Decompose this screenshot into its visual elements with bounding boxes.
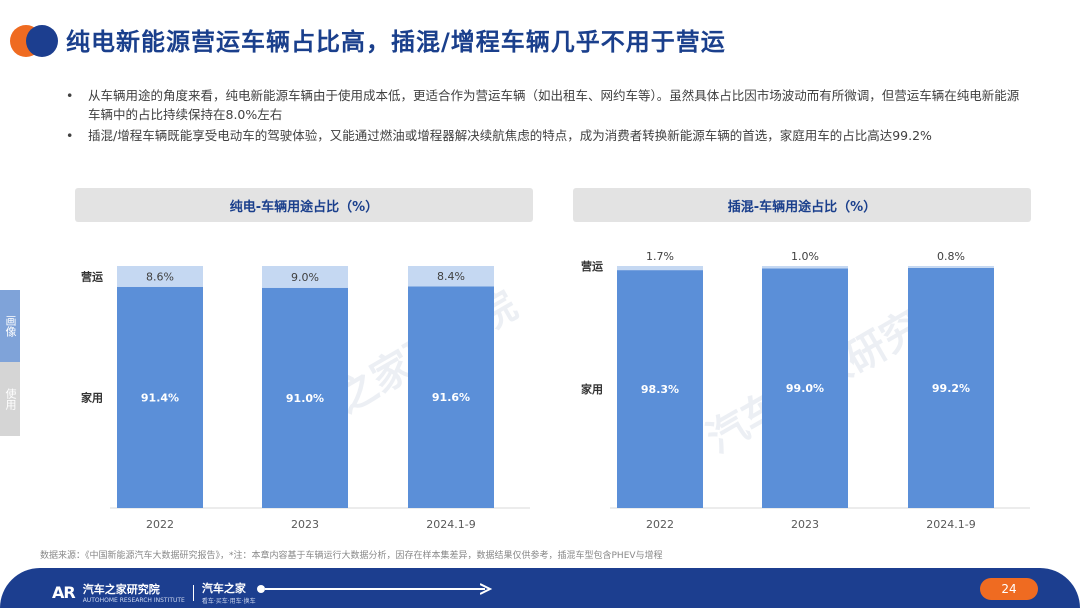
footer-brand-research-name: 汽车之家研究院 [82,583,160,596]
footer-brand-autohome-sub: 看车·买车·用车·换车 [201,598,256,605]
bar-commercial [762,266,848,269]
series-label-family: 家用 [81,390,103,404]
data-label-commercial: 8.4% [437,270,465,283]
series-label-family: 家用 [581,382,603,396]
bar-family [262,287,348,508]
chart-title-phev: 插混-车辆用途占比（%） [573,188,1031,222]
bev-usage-chart: 91.4% 8.6% 2022 91.0% 9.0% 2023 91.6% 8.4% 2024.… [81,266,530,531]
bar-family [408,286,494,508]
bullet-text: 从车辆用途的角度来看，纯电新能源车辆由于使用成本低，更适合作为营运车辆（如出租车… [88,88,1020,122]
footer-brand-research: 汽车之家研究院 AUTOHOME RESEARCH INSTITUTE [83,581,185,604]
footer-bar [0,568,1080,608]
footer-logo: AR 汽车之家研究院 AUTOHOME RESEARCH INSTITUTE 汽… [52,580,256,605]
series-label-commercial: 营运 [581,259,603,273]
side-tab-label: 画像 [4,315,17,337]
x-tick-label: 2022 [146,518,174,531]
data-label-family: 99.2% [932,382,970,395]
bar-family [617,270,703,508]
footer-brand-autohome-name: 汽车之家 [201,582,246,595]
data-label-commercial: 1.0% [791,250,819,263]
footer-brand-autohome: 汽车之家 看车·买车·用车·换车 [202,580,256,605]
side-tab-usage[interactable]: 使用 [0,362,20,436]
side-tab-profile[interactable]: 画像 [0,290,20,362]
data-label-family: 91.4% [141,391,179,404]
bullet-item: • 从车辆用途的角度来看，纯电新能源车辆由于使用成本低，更适合作为营运车辆（如出… [66,86,1026,124]
data-label-commercial: 9.0% [291,271,319,284]
x-tick-label: 2024.1-9 [926,518,975,531]
data-source-footnote: 数据来源：《中国新能源汽车大数据研究报告》，*注：本章内容基于车辆运行大数据分析… [40,551,663,561]
phev-usage-chart: 98.3% 1.7% 2022 99.0% 1.0% 2023 99.2% 0.8% 2024.… [581,250,1030,531]
page-title: 纯电新能源营运车辆占比高，插混/增程车辆几乎不用于营运 [66,28,726,56]
data-label-family: 91.6% [432,391,470,404]
footer-divider [192,584,194,601]
blue-circle-icon [26,25,58,57]
data-label-family: 91.0% [286,392,324,405]
title-logo-circles [10,23,58,59]
data-label-commercial: 8.6% [146,270,174,283]
page-number: 24 [980,578,1038,600]
footer-arrow-head-icon [480,583,493,595]
bar-commercial [117,266,203,287]
series-label-commercial: 营运 [81,269,103,283]
bullet-text: 插混/增程车辆既能享受电动车的驾驶体验，又能通过燃油或增程器解决续航焦虑的特点，… [88,128,932,143]
bullet-dot-icon: • [66,128,74,143]
footer-arrow-line [265,588,485,590]
bar-commercial [408,266,494,287]
bar-family [762,268,848,508]
footer-arrow-dot-icon [257,585,265,593]
data-label-commercial: 0.8% [937,250,965,263]
bullet-item: • 插混/增程车辆既能享受电动车的驾驶体验，又能通过燃油或增程器解决续航焦虑的特… [66,126,1026,145]
bullet-dot-icon: • [66,88,74,103]
x-tick-label: 2023 [291,518,319,531]
data-label-family: 99.0% [786,382,824,395]
footer-brand-research-sub: AUTOHOME RESEARCH INSTITUTE [82,597,185,604]
bar-commercial [908,266,994,268]
data-label-commercial: 1.7% [646,250,674,263]
x-tick-label: 2024.1-9 [426,518,475,531]
bar-commercial [617,266,703,271]
bullet-list: • 从车辆用途的角度来看，纯电新能源车辆由于使用成本低，更适合作为营运车辆（如出… [66,86,1026,147]
x-tick-label: 2022 [646,518,674,531]
side-tab-label: 使用 [4,388,17,410]
bar-commercial [262,266,348,288]
chart-title-bev: 纯电-车辆用途占比（%） [75,188,533,222]
data-label-family: 98.3% [641,383,679,396]
bar-family [117,286,203,508]
ar-logo-icon: AR [52,583,76,602]
bar-family [908,267,994,508]
x-tick-label: 2023 [791,518,819,531]
